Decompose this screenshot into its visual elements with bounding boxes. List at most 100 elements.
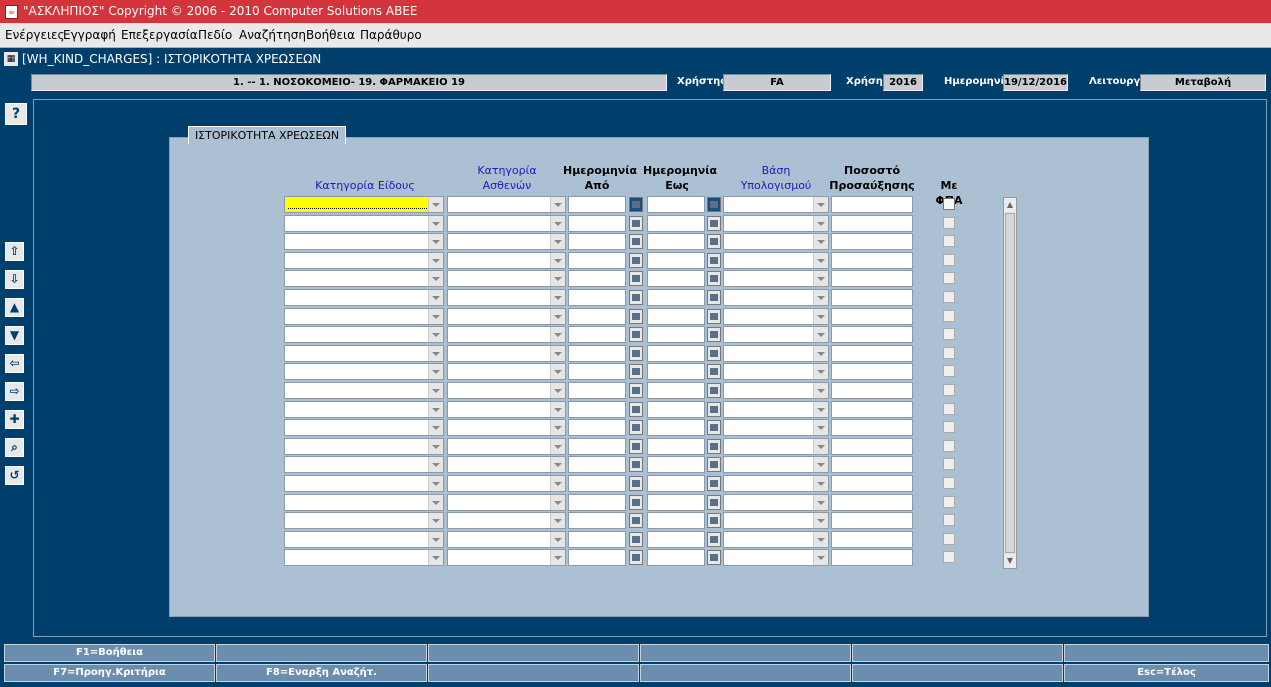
- date-from-input[interactable]: [568, 307, 626, 325]
- vat-checkbox[interactable]: [943, 532, 955, 545]
- calc-basis-select[interactable]: [723, 214, 829, 232]
- date-to-input[interactable]: [647, 214, 705, 232]
- calendar-icon[interactable]: [707, 401, 721, 417]
- chevron-down-icon[interactable]: [550, 494, 565, 510]
- date-to-input[interactable]: [647, 326, 705, 344]
- chevron-down-icon[interactable]: [550, 215, 565, 231]
- item-category-select[interactable]: [284, 363, 444, 381]
- patient-category-select[interactable]: [447, 512, 566, 530]
- chevron-down-icon[interactable]: [428, 476, 443, 491]
- chevron-down-icon[interactable]: [813, 457, 828, 473]
- item-category-select[interactable]: [284, 530, 444, 548]
- date-from-input[interactable]: [568, 437, 626, 455]
- calendar-icon[interactable]: [707, 420, 721, 436]
- chevron-down-icon[interactable]: [428, 215, 443, 231]
- chevron-down-icon[interactable]: [550, 345, 565, 361]
- calendar-icon[interactable]: [629, 550, 643, 566]
- chevron-down-icon[interactable]: [813, 513, 828, 529]
- calendar-icon[interactable]: [707, 197, 721, 212]
- markup-input[interactable]: [831, 382, 913, 399]
- patient-category-select[interactable]: [447, 400, 566, 418]
- markup-input[interactable]: [831, 437, 913, 455]
- scroll-thumb[interactable]: [1005, 213, 1015, 553]
- item-category-select[interactable]: [284, 549, 444, 567]
- menu-window[interactable]: Παράθυρο: [360, 28, 422, 42]
- date-from-input[interactable]: [568, 512, 626, 530]
- calendar-icon[interactable]: [629, 271, 643, 287]
- chevron-down-icon[interactable]: [428, 364, 443, 380]
- patient-category-select[interactable]: [447, 344, 566, 362]
- patient-category-select[interactable]: [447, 382, 566, 399]
- calc-basis-select[interactable]: [723, 344, 829, 362]
- calendar-icon[interactable]: [707, 476, 721, 491]
- calendar-icon[interactable]: [707, 364, 721, 380]
- patient-category-select[interactable]: [447, 437, 566, 455]
- vat-checkbox[interactable]: [943, 495, 955, 508]
- chevron-down-icon[interactable]: [428, 234, 443, 250]
- calc-basis-select[interactable]: [723, 307, 829, 325]
- chevron-down-icon[interactable]: [428, 420, 443, 436]
- calc-basis-select[interactable]: [723, 289, 829, 306]
- markup-input[interactable]: [831, 512, 913, 530]
- date-to-input[interactable]: [647, 419, 705, 437]
- grid-scrollbar[interactable]: ▲ ▼: [1003, 197, 1017, 569]
- date-from-input[interactable]: [568, 270, 626, 288]
- chevron-down-icon[interactable]: [550, 420, 565, 436]
- vat-checkbox[interactable]: [943, 346, 955, 359]
- vat-checkbox[interactable]: [943, 477, 955, 489]
- patient-category-select[interactable]: [447, 251, 566, 269]
- patient-category-select[interactable]: [447, 363, 566, 381]
- date-from-input[interactable]: [568, 326, 626, 344]
- calendar-icon[interactable]: [629, 383, 643, 398]
- menu-record[interactable]: Εγγραφή: [63, 28, 116, 42]
- markup-input[interactable]: [831, 363, 913, 381]
- scroll-up-icon[interactable]: ▲: [1004, 198, 1016, 212]
- chevron-down-icon[interactable]: [428, 308, 443, 324]
- patient-category-select[interactable]: [447, 289, 566, 306]
- date-from-input[interactable]: [568, 419, 626, 437]
- markup-input[interactable]: [831, 289, 913, 306]
- date-to-input[interactable]: [647, 400, 705, 418]
- item-category-select[interactable]: [284, 400, 444, 418]
- arrow-right-icon[interactable]: ⇨: [5, 382, 24, 401]
- chevron-down-icon[interactable]: [550, 308, 565, 324]
- vat-checkbox[interactable]: [943, 198, 955, 210]
- patient-category-select[interactable]: [447, 419, 566, 437]
- item-category-select[interactable]: [284, 289, 444, 306]
- patient-category-select[interactable]: [447, 270, 566, 288]
- patient-category-select[interactable]: [447, 456, 566, 474]
- chevron-down-icon[interactable]: [550, 290, 565, 305]
- calendar-icon[interactable]: [707, 271, 721, 287]
- chevron-down-icon[interactable]: [428, 383, 443, 398]
- markup-input[interactable]: [831, 530, 913, 548]
- chevron-down-icon[interactable]: [813, 494, 828, 510]
- date-from-input[interactable]: [568, 214, 626, 232]
- patient-category-select[interactable]: [447, 475, 566, 492]
- date-to-input[interactable]: [647, 270, 705, 288]
- calendar-icon[interactable]: [707, 215, 721, 231]
- calendar-icon[interactable]: [707, 327, 721, 343]
- vat-checkbox[interactable]: [943, 235, 955, 248]
- search-icon[interactable]: ⌕: [5, 438, 24, 457]
- calc-basis-select[interactable]: [723, 251, 829, 269]
- vat-checkbox[interactable]: [943, 253, 955, 266]
- markup-input[interactable]: [831, 344, 913, 362]
- chevron-down-icon[interactable]: [813, 531, 828, 547]
- menu-actions[interactable]: Ενέργειες: [5, 28, 65, 42]
- chevron-down-icon[interactable]: [813, 271, 828, 287]
- vat-checkbox[interactable]: [943, 402, 955, 415]
- item-category-select[interactable]: [284, 251, 444, 269]
- chevron-down-icon[interactable]: [550, 476, 565, 491]
- vat-checkbox[interactable]: [943, 514, 955, 527]
- calendar-icon[interactable]: [629, 290, 643, 305]
- date-from-input[interactable]: [568, 251, 626, 269]
- triangle-down-icon[interactable]: ▼: [5, 326, 24, 345]
- date-to-input[interactable]: [647, 344, 705, 362]
- chevron-down-icon[interactable]: [550, 513, 565, 529]
- item-category-select[interactable]: [284, 307, 444, 325]
- calendar-icon[interactable]: [707, 494, 721, 510]
- calendar-icon[interactable]: [707, 438, 721, 454]
- date-from-input[interactable]: [568, 549, 626, 567]
- vat-checkbox[interactable]: [943, 291, 955, 303]
- markup-input[interactable]: [831, 214, 913, 232]
